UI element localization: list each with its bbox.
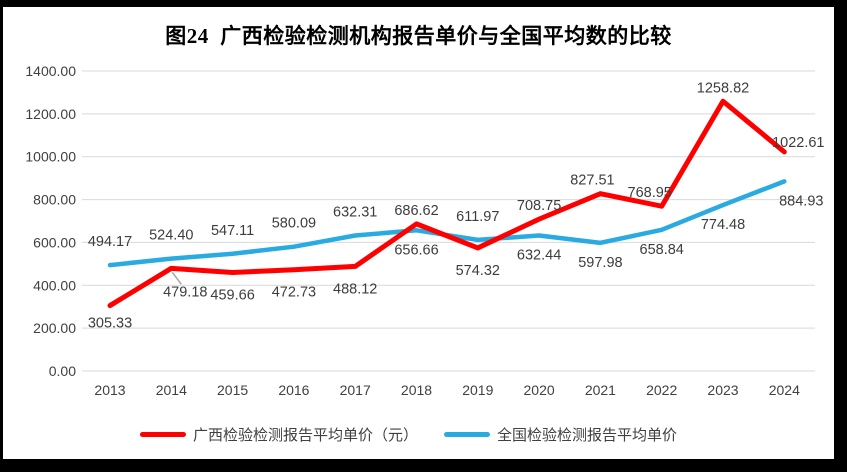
data-label: 774.48 bbox=[701, 217, 745, 233]
chart-title: 图24 广西检验检测机构报告单价与全国平均数的比较 bbox=[165, 24, 672, 48]
data-label: 884.93 bbox=[779, 193, 823, 209]
y-tick-label: 1400.00 bbox=[25, 63, 76, 79]
x-tick-label: 2015 bbox=[217, 382, 248, 398]
data-label: 472.73 bbox=[272, 285, 316, 301]
x-tick-label: 2013 bbox=[94, 382, 125, 398]
data-label: 580.09 bbox=[272, 216, 316, 232]
x-tick-label: 2022 bbox=[646, 382, 677, 398]
x-tick-label: 2017 bbox=[340, 382, 371, 398]
data-label: 488.12 bbox=[333, 281, 377, 297]
data-label: 632.31 bbox=[333, 205, 377, 221]
x-tick-label: 2020 bbox=[524, 382, 555, 398]
x-tick-label: 2023 bbox=[707, 382, 738, 398]
line-chart: 1400.00 1200.00 1000.00 800.00 600.00 400.00 2… bbox=[25, 63, 824, 398]
y-tick-label: 400.00 bbox=[33, 277, 76, 293]
x-tick-label: 2021 bbox=[585, 382, 616, 398]
data-label: 656.66 bbox=[394, 242, 438, 258]
chart-canvas: 图24 广西检验检测机构报告单价与全国平均数的比较 1400.00 1200.00… bbox=[3, 7, 834, 459]
data-label: 459.66 bbox=[210, 288, 254, 304]
data-label: 494.17 bbox=[88, 234, 132, 250]
legend-item-guangxi: 广西检验检测报告平均单价（元） bbox=[139, 424, 418, 445]
data-label: 827.51 bbox=[570, 173, 614, 189]
blue-line-swatch bbox=[444, 432, 490, 437]
y-tick-label: 600.00 bbox=[33, 234, 76, 250]
x-tick-label: 2014 bbox=[156, 382, 187, 398]
x-tick-label: 2018 bbox=[401, 382, 432, 398]
data-label: 574.32 bbox=[456, 263, 500, 279]
y-tick-label: 200.00 bbox=[33, 320, 76, 336]
red-line-swatch bbox=[139, 432, 186, 437]
x-tick-label: 2019 bbox=[462, 382, 493, 398]
data-label: 708.75 bbox=[517, 198, 561, 214]
data-label: 632.44 bbox=[517, 247, 561, 263]
series-line-guangxi bbox=[107, 98, 787, 309]
data-label: 1022.61 bbox=[772, 135, 824, 151]
y-tick-label: 800.00 bbox=[33, 192, 76, 208]
x-tick-label: 2016 bbox=[278, 382, 309, 398]
legend-item-national: 全国检验检测报告平均单价 bbox=[444, 424, 677, 445]
data-label: 547.11 bbox=[211, 223, 254, 239]
label-leader-line bbox=[171, 271, 182, 285]
data-label: 658.84 bbox=[640, 242, 684, 258]
data-label: 524.40 bbox=[149, 228, 193, 244]
data-label: 1258.82 bbox=[697, 80, 749, 96]
y-tick-label: 1200.00 bbox=[25, 106, 76, 122]
data-label: 686.62 bbox=[394, 203, 438, 219]
y-tick-label: 1000.00 bbox=[25, 149, 76, 165]
y-tick-label: 0.00 bbox=[49, 363, 76, 379]
data-label: 597.98 bbox=[578, 255, 622, 271]
x-tick-label: 2024 bbox=[769, 382, 800, 398]
chart-legend: 广西检验检测报告平均单价（元） 全国检验检测报告平均单价 bbox=[0, 424, 824, 445]
data-label: 611.97 bbox=[456, 209, 499, 225]
data-label: 768.95 bbox=[628, 185, 672, 201]
legend-label-guangxi: 广西检验检测报告平均单价（元） bbox=[192, 427, 418, 444]
legend-label-national: 全国检验检测报告平均单价 bbox=[497, 427, 678, 444]
data-label: 305.33 bbox=[88, 316, 132, 332]
data-label: 479.18 bbox=[163, 284, 207, 300]
